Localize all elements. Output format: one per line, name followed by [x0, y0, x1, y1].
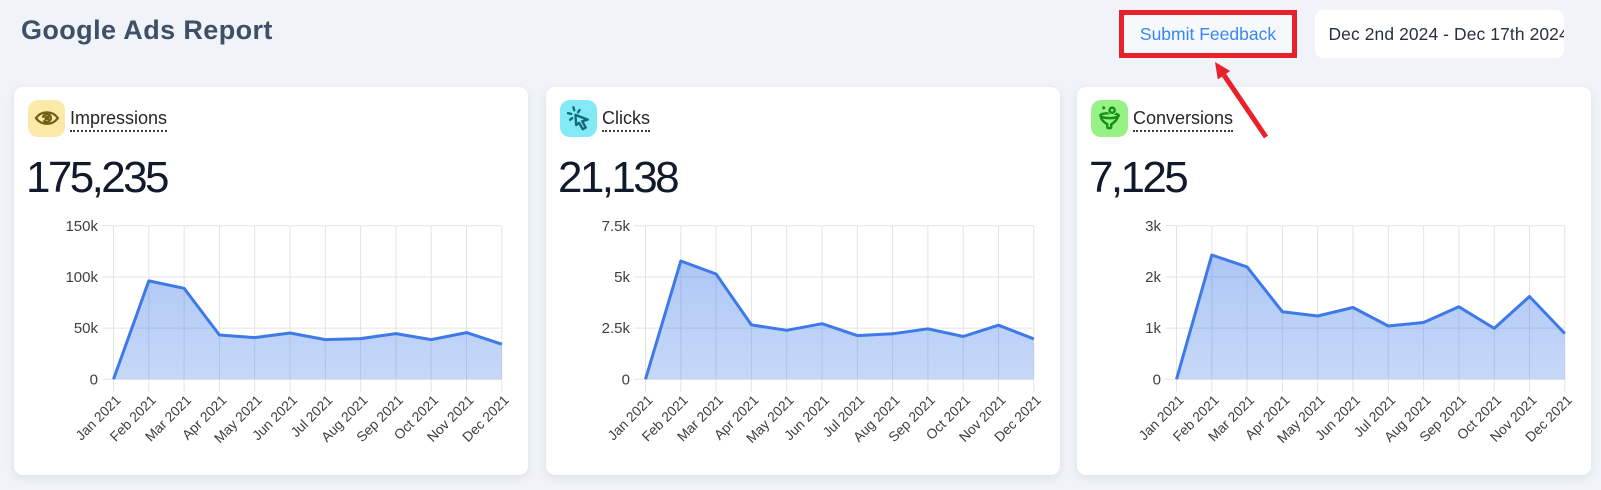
svg-text:50k: 50k — [74, 320, 99, 337]
svg-text:3k: 3k — [1145, 218, 1161, 235]
svg-text:100k: 100k — [65, 269, 98, 286]
svg-text:7.5k: 7.5k — [602, 218, 631, 235]
svg-text:5k: 5k — [614, 269, 630, 286]
svg-text:2k: 2k — [1145, 269, 1161, 286]
svg-text:0: 0 — [90, 371, 98, 388]
svg-text:150k: 150k — [65, 218, 98, 235]
svg-text:0: 0 — [622, 371, 630, 388]
svg-text:0: 0 — [1153, 371, 1161, 388]
svg-text:1k: 1k — [1145, 320, 1161, 337]
svg-text:2.5k: 2.5k — [602, 320, 631, 337]
